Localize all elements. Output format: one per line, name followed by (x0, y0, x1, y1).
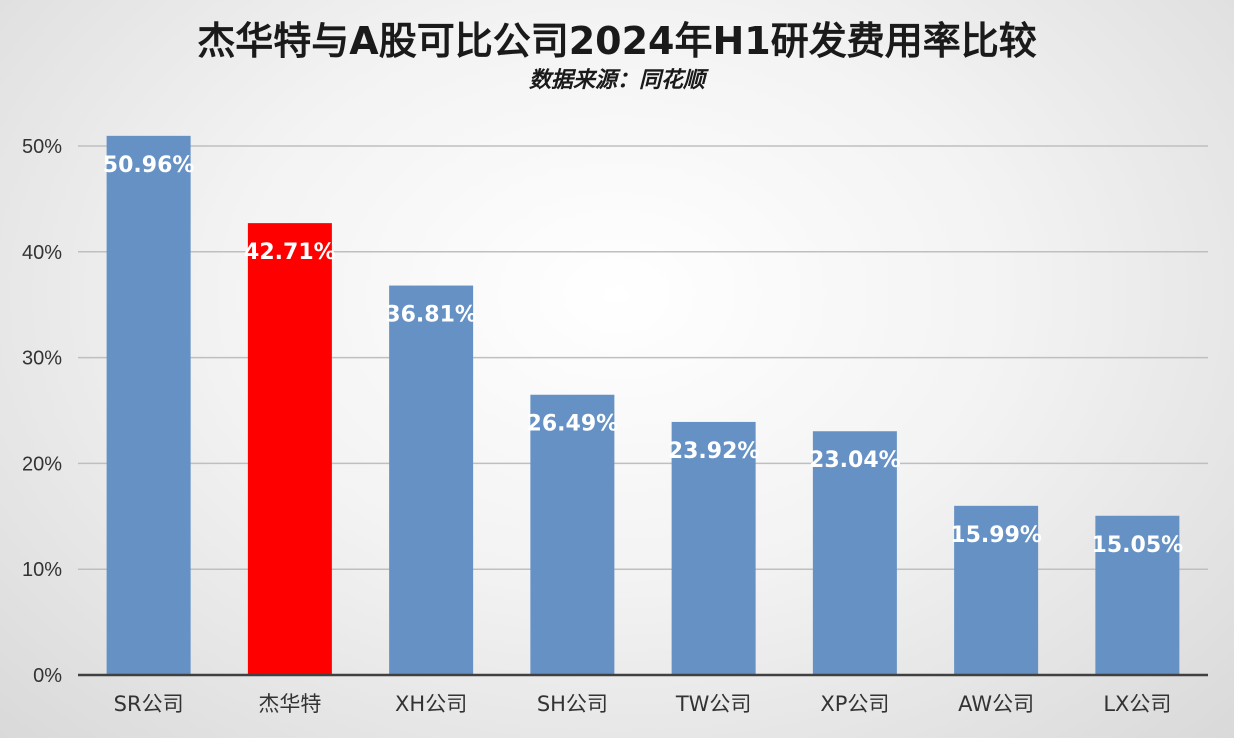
chart-title: 杰华特与A股可比公司2024年H1研发费用率比较 (197, 19, 1037, 63)
y-tick-label: 30% (22, 348, 62, 370)
bar (1095, 515, 1180, 675)
data-label: 15.05% (1092, 533, 1184, 558)
bar (247, 223, 332, 675)
y-tick-label: 20% (22, 453, 62, 475)
bar (671, 421, 756, 675)
bar (954, 505, 1039, 675)
chart-subtitle: 数据来源：同花顺 (528, 68, 705, 93)
data-label: 26.49% (527, 412, 619, 437)
data-label: 42.71% (244, 240, 336, 265)
x-tick-label: SH公司 (537, 692, 608, 716)
x-tick-label: 杰华特 (258, 692, 321, 716)
y-tick-label: 40% (22, 242, 62, 264)
y-tick-label: 50% (22, 136, 62, 158)
x-tick-label: TW公司 (675, 692, 752, 716)
x-tick-label: XP公司 (820, 692, 889, 716)
x-tick-label: AW公司 (958, 692, 1034, 716)
bar (530, 394, 615, 675)
bar (389, 285, 474, 675)
bar (812, 431, 897, 675)
data-label: 15.99% (950, 523, 1042, 548)
bar (106, 135, 191, 675)
x-tick-label: XH公司 (395, 692, 467, 716)
x-tick-label: SR公司 (114, 692, 184, 716)
y-tick-label: 0% (33, 665, 62, 687)
data-label: 50.96% (103, 153, 195, 178)
data-label: 23.92% (668, 439, 760, 464)
data-label: 36.81% (385, 303, 477, 328)
x-tick-label: LX公司 (1103, 692, 1171, 716)
y-tick-label: 10% (22, 559, 62, 581)
data-label: 23.04% (809, 448, 901, 473)
